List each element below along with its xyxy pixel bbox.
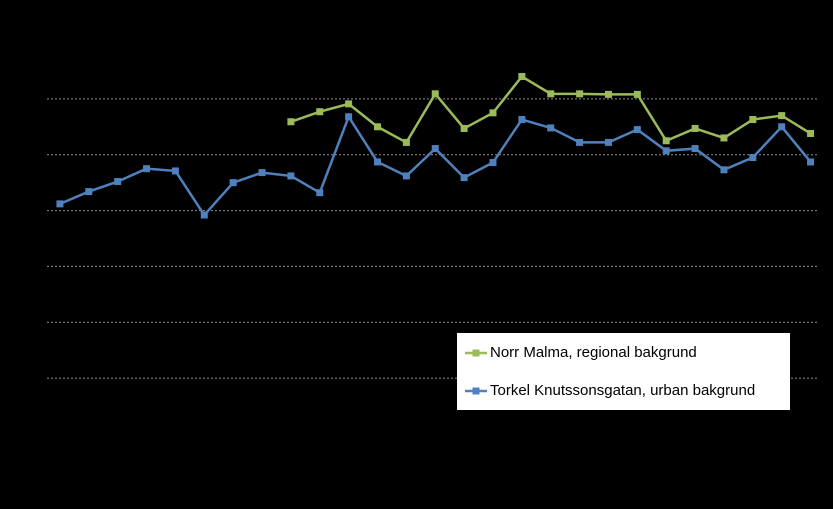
point-marker: [431, 145, 439, 153]
point-marker: [345, 100, 353, 108]
point-marker: [316, 108, 324, 116]
point-marker: [258, 169, 266, 177]
point-marker: [287, 172, 295, 180]
point-marker: [807, 158, 815, 166]
point-marker: [460, 174, 468, 182]
point-marker: [374, 158, 382, 166]
point-marker: [229, 179, 237, 187]
point-marker: [749, 154, 757, 162]
point-marker: [604, 90, 612, 98]
point-marker: [778, 112, 786, 120]
point-marker: [56, 200, 64, 208]
point-marker: [489, 159, 497, 167]
point-marker: [374, 123, 382, 131]
point-marker: [604, 138, 612, 146]
point-marker: [662, 137, 670, 145]
point-marker: [402, 172, 410, 180]
point-marker: [547, 90, 555, 98]
point-marker: [749, 116, 757, 124]
point-marker: [720, 134, 728, 142]
legend-label: Torkel Knutssonsgatan, urban bakgrund: [490, 382, 755, 399]
point-marker: [345, 113, 353, 121]
point-marker: [576, 90, 584, 98]
point-marker: [720, 166, 728, 174]
point-marker: [691, 145, 699, 153]
point-marker: [200, 211, 208, 219]
point-marker: [489, 109, 497, 117]
legend-box: [457, 333, 790, 410]
legend-marker: [472, 349, 480, 357]
point-marker: [691, 124, 699, 132]
point-marker: [460, 124, 468, 132]
point-marker: [287, 118, 295, 126]
point-marker: [518, 116, 526, 124]
point-marker: [143, 165, 151, 173]
point-marker: [316, 189, 324, 197]
legend-label: Norr Malma, regional bakgrund: [490, 344, 697, 361]
point-marker: [547, 124, 555, 132]
point-marker: [633, 126, 641, 134]
point-marker: [662, 147, 670, 155]
point-marker: [576, 138, 584, 146]
point-marker: [114, 178, 122, 186]
point-marker: [85, 188, 93, 196]
point-marker: [431, 90, 439, 98]
point-marker: [633, 90, 641, 98]
point-marker: [171, 167, 179, 175]
point-marker: [518, 73, 526, 81]
legend-marker: [472, 387, 480, 395]
point-marker: [807, 129, 815, 137]
point-marker: [778, 123, 786, 131]
point-marker: [402, 138, 410, 146]
